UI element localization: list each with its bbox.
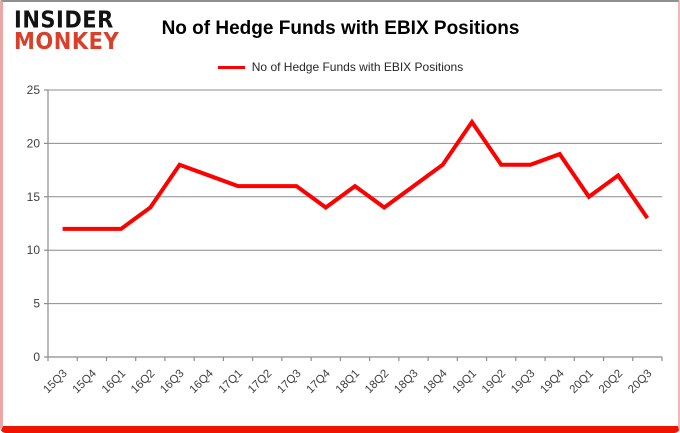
- legend-line-swatch: [217, 65, 245, 69]
- x-tick-label: 19Q4: [538, 367, 567, 396]
- y-tick-label: 25: [27, 83, 41, 97]
- x-tick-label: 17Q3: [275, 368, 303, 396]
- series-line: [62, 118, 650, 231]
- x-tick-label: 18Q1: [334, 368, 362, 396]
- x-tick-label: 15Q3: [41, 368, 69, 396]
- x-tick-label: 16Q2: [129, 368, 157, 396]
- x-tick-label: 20Q1: [568, 368, 596, 396]
- x-tick-label: 17Q1: [217, 368, 245, 396]
- y-tick-label: 5: [33, 297, 40, 311]
- x-tick-label: 20Q3: [626, 368, 654, 396]
- y-tick-label: 15: [27, 190, 41, 204]
- y-tick-label: 10: [27, 243, 41, 257]
- chart-legend: No of Hedge Funds with EBIX Positions: [3, 60, 678, 74]
- logo-line-monkey: MONKEY: [14, 27, 120, 54]
- x-tick-label: 18Q2: [363, 368, 391, 396]
- x-tick-label: 16Q3: [158, 368, 186, 396]
- x-tick-label: 19Q3: [509, 368, 537, 396]
- x-tick-label: 18Q3: [392, 368, 420, 396]
- y-tick-label: 20: [27, 136, 41, 150]
- x-tick-label: 18Q4: [421, 367, 450, 396]
- x-tick-label: 16Q1: [100, 368, 128, 396]
- x-tick-label: 19Q2: [480, 368, 508, 396]
- x-tick-label: 17Q2: [246, 368, 274, 396]
- x-tick-label: 15Q4: [71, 367, 100, 396]
- legend-label: No of Hedge Funds with EBIX Positions: [251, 60, 464, 74]
- chart-title: No of Hedge Funds with EBIX Positions: [161, 18, 520, 39]
- x-tick-label: 20Q2: [597, 368, 625, 396]
- x-tick-label: 19Q1: [451, 368, 479, 396]
- logo-line-insider: INSIDER: [14, 6, 114, 33]
- x-tick-label: 16Q4: [188, 367, 217, 396]
- insider-monkey-logo: INSIDER MONKEY: [14, 6, 120, 54]
- x-tick-label: 17Q4: [304, 367, 333, 396]
- y-tick-label: 0: [33, 350, 40, 364]
